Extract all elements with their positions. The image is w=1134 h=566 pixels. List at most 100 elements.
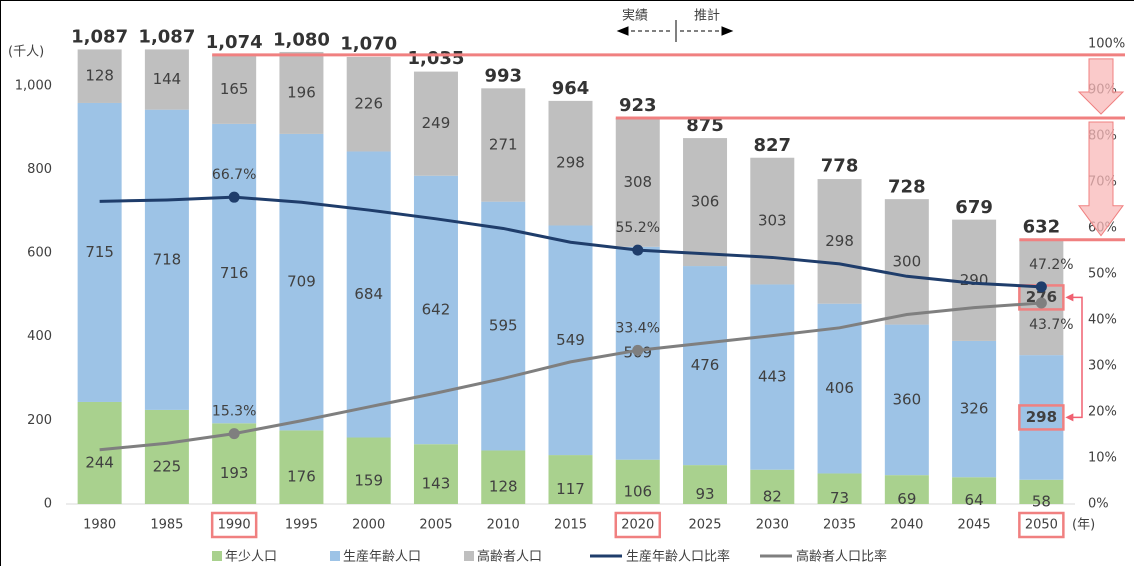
bar-segment xyxy=(1019,239,1064,356)
total-label: 964 xyxy=(552,78,590,99)
y2-tick-label: 40% xyxy=(1088,313,1117,328)
bar-segment xyxy=(77,49,122,103)
total-label: 1,080 xyxy=(273,29,330,50)
segment-label: 306 xyxy=(691,193,720,211)
segment-label: 69 xyxy=(897,490,916,508)
segment-label: 143 xyxy=(422,475,451,493)
bar-segment xyxy=(481,88,526,202)
y-tick-label: 800 xyxy=(27,162,52,177)
segment-label: 176 xyxy=(287,468,316,486)
segment-label: 82 xyxy=(763,487,782,505)
y2-tick-label: 0% xyxy=(1088,497,1109,512)
total-label: 728 xyxy=(888,177,926,198)
x-tick-label: 2005 xyxy=(419,518,452,533)
line xyxy=(99,301,1042,452)
x-tick-label: 2015 xyxy=(554,518,587,533)
point xyxy=(632,344,644,356)
y2-tick-label: 20% xyxy=(1088,405,1117,420)
annotation: 実績 xyxy=(622,8,648,24)
segment-label: 308 xyxy=(623,173,652,191)
bar-segment xyxy=(144,49,189,110)
x-tick-label: 2050 xyxy=(1025,518,1058,533)
segment-label: 476 xyxy=(691,356,720,374)
total-label: 875 xyxy=(686,115,724,136)
y-tick-label: 1,000 xyxy=(15,78,52,93)
bar-segment xyxy=(346,151,391,438)
segment-label: 443 xyxy=(758,368,787,386)
total-label: 1,087 xyxy=(138,26,195,47)
legend-label: 生産年齢人口比率 xyxy=(626,549,730,565)
segment-label: 106 xyxy=(623,482,652,500)
point-label: 55.2% xyxy=(616,220,660,236)
bar-segment xyxy=(750,157,795,285)
segment-label: 249 xyxy=(422,114,451,132)
legend-label: 生産年齢人口 xyxy=(343,549,421,565)
y-tick-label: 0 xyxy=(44,497,52,512)
x-tick-label: 2025 xyxy=(688,518,721,533)
annotation: 推計 xyxy=(694,8,720,24)
point xyxy=(228,191,240,203)
x-tick-label: 2000 xyxy=(352,518,385,533)
segment-label: 93 xyxy=(695,485,714,503)
segment-label: 144 xyxy=(153,70,182,88)
segment-label: 684 xyxy=(354,285,383,303)
period-divider xyxy=(616,20,734,42)
segment-label: 303 xyxy=(758,212,787,230)
segment-label: 128 xyxy=(85,67,114,85)
x-tick-label: 2035 xyxy=(823,518,856,533)
bar-segment xyxy=(615,118,660,247)
x-tick-label: 2045 xyxy=(958,518,991,533)
legend: 年少人口 生産年齢人口 高齢者人口 生産年齢人口比率 高齢者人口比率 xyxy=(212,549,887,565)
segment-label: 128 xyxy=(489,478,518,496)
total-label: 1,070 xyxy=(340,34,397,55)
total-label: 778 xyxy=(821,156,859,177)
segment-label: 595 xyxy=(489,317,518,335)
segment-label: 193 xyxy=(220,464,249,482)
highlight-box xyxy=(614,511,662,539)
x-tick-label: 2030 xyxy=(756,518,789,533)
bar-segment xyxy=(548,225,593,456)
segment-label: 196 xyxy=(287,83,316,101)
bar-segment xyxy=(77,102,122,402)
segment-label: 642 xyxy=(422,300,451,318)
bar-segment xyxy=(279,51,324,134)
x-tick-label: 1980 xyxy=(83,518,116,533)
bar-segment xyxy=(817,303,862,474)
bar-segment xyxy=(212,54,257,124)
total-label: 679 xyxy=(955,197,993,218)
total-label: 1,074 xyxy=(206,32,263,53)
legend-swatch xyxy=(212,551,222,561)
y2-tick-label: 50% xyxy=(1088,267,1117,282)
segment-label: 271 xyxy=(489,135,518,153)
point xyxy=(1035,297,1047,309)
bar-segment xyxy=(1019,355,1064,480)
bar-segment xyxy=(481,201,526,451)
segment-label: 406 xyxy=(825,379,854,397)
x-tick-label: 2020 xyxy=(621,518,654,533)
x-tick-label: 1985 xyxy=(150,518,183,533)
bar-segment xyxy=(683,465,728,504)
y-tick-label: 600 xyxy=(27,246,52,261)
bar-segment xyxy=(884,475,929,504)
bar-segment xyxy=(279,430,324,504)
legend-label: 高齢者人口比率 xyxy=(796,549,887,565)
legend-label: 年少人口 xyxy=(225,550,277,565)
highlight-box xyxy=(1018,511,1065,539)
highlight-box xyxy=(210,511,258,539)
segment-label: 709 xyxy=(287,273,316,291)
segment-label: 718 xyxy=(153,250,182,268)
bar-segment xyxy=(413,444,458,504)
segment-label: 298 xyxy=(1026,408,1057,426)
y2-tick-label: 30% xyxy=(1088,359,1117,374)
bar-segment xyxy=(952,477,997,504)
y-tick-label: 200 xyxy=(27,413,52,428)
bar-segment xyxy=(144,409,189,504)
bar-segment xyxy=(1019,479,1064,504)
segment-label: 226 xyxy=(354,95,383,113)
x-tick-label: 1990 xyxy=(218,518,251,533)
bar-segment xyxy=(212,123,257,424)
bar-segment xyxy=(77,401,122,504)
legend-swatch xyxy=(330,551,340,561)
y2-tick-label: 100% xyxy=(1088,37,1125,52)
bar-segment xyxy=(683,138,728,267)
